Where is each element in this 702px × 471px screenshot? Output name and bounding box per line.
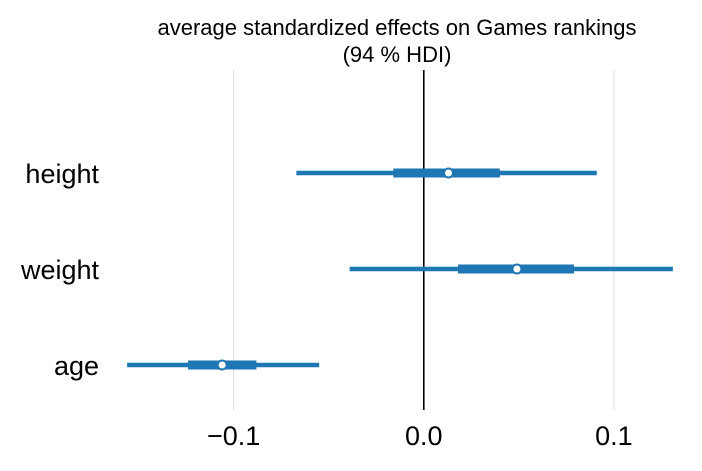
x-tick-label: −0.1 [207, 421, 260, 451]
interval-marks [127, 167, 673, 371]
mean-point-height [442, 167, 454, 179]
x-tick-label: 0.1 [595, 421, 633, 451]
category-label-height: height [25, 159, 99, 189]
category-label-age: age [54, 351, 99, 381]
x-tick-labels: −0.1 0.0 0.1 [207, 421, 633, 451]
category-labels: height weight age [20, 159, 100, 381]
mean-point-age [216, 359, 228, 371]
mean-point-weight [511, 263, 523, 275]
category-label-weight: weight [20, 255, 100, 285]
chart-title-line-2: (94 % HDI) [343, 42, 452, 67]
x-tick-label: 0.0 [405, 421, 443, 451]
chart-title-line-1: average standardized effects on Games ra… [158, 15, 637, 40]
